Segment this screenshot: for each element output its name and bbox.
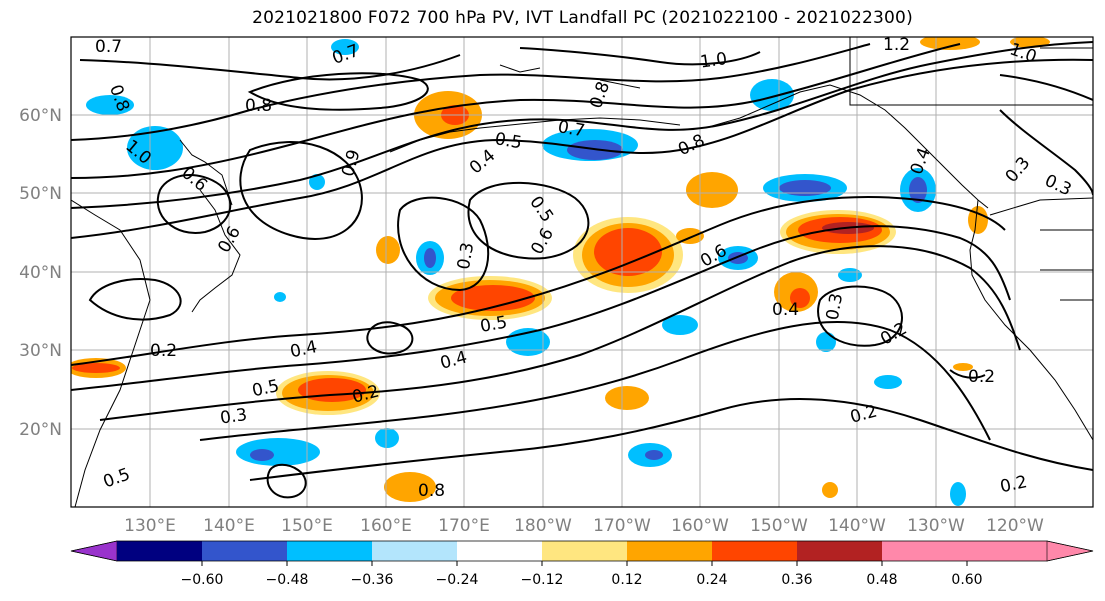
colorbar-segment <box>882 541 967 561</box>
longitude-label: 160°W <box>671 516 729 536</box>
contour-label: 0.2 <box>968 367 995 387</box>
longitude-label: 160°E <box>360 516 412 536</box>
longitude-axis: 130°E 140°E 150°E 160°E 170°E 180°W 170°… <box>124 516 1044 536</box>
map-title: 2021021800 F072 700 hPa PV, IVT Landfall… <box>252 8 913 28</box>
latitude-label: 50°N <box>19 184 62 204</box>
colorbar-tick-label: −0.60 <box>181 572 224 588</box>
contour-label: 0.5 <box>479 313 509 337</box>
contour-label: 0.7 <box>556 117 586 141</box>
latitude-label: 30°N <box>19 341 62 361</box>
longitude-label: 140°W <box>828 516 886 536</box>
contour-label: 0.3 <box>823 292 847 322</box>
colorbar-tick-label: 0.12 <box>611 572 642 588</box>
colorbar-segment <box>202 541 287 561</box>
longitude-label: 150°E <box>281 516 333 536</box>
contour-label: 0.8 <box>418 481 445 501</box>
colorbar-segment <box>372 541 457 561</box>
contour-label: 1.0 <box>699 49 729 73</box>
contour-label: 0.3 <box>454 241 478 271</box>
colorbar-tick-label: 0.24 <box>696 572 727 588</box>
colorbar-tick-label: 0.48 <box>866 572 897 588</box>
contour-label: 0.5 <box>493 129 523 153</box>
latitude-axis: 60°N 50°N 40°N 30°N 20°N <box>19 106 62 440</box>
colorbar-extend-min <box>70 540 118 562</box>
longitude-label: 180°W <box>514 516 572 536</box>
colorbar-segment <box>542 541 627 561</box>
colorbar-tick-label: −0.36 <box>351 572 394 588</box>
latitude-label: 60°N <box>19 106 62 126</box>
longitude-label: 120°W <box>986 516 1044 536</box>
colorbar-extend-max <box>1046 540 1094 562</box>
colorbar-segment <box>457 541 542 561</box>
contour-label: 0.7 <box>95 37 122 57</box>
colorbar-tick-label: 0.36 <box>781 572 812 588</box>
latitude-label: 20°N <box>19 420 62 440</box>
coastlines <box>71 37 1093 507</box>
longitude-label: 130°W <box>907 516 965 536</box>
longitude-label: 130°E <box>124 516 176 536</box>
colorbar: −0.60 −0.48 −0.36 −0.24 −0.12 0.12 0.24 … <box>70 540 1094 588</box>
colorbar-tick-label: −0.24 <box>436 572 479 588</box>
shading-layer <box>71 37 1050 506</box>
contour-label: 0.4 <box>772 300 799 320</box>
latitude-label: 40°N <box>19 263 62 283</box>
longitude-label: 150°W <box>750 516 808 536</box>
colorbar-tick-label: −0.48 <box>266 572 309 588</box>
colorbar-tick-label: −0.12 <box>521 572 564 588</box>
contour-label: 0.3 <box>219 405 249 429</box>
colorbar-tick-label: 0.60 <box>951 572 982 588</box>
contour-label: 0.2 <box>150 341 177 361</box>
contour-label: 0.8 <box>245 96 272 116</box>
contour-label: 1.2 <box>883 35 910 55</box>
colorbar-segment <box>797 541 882 561</box>
longitude-label: 170°E <box>438 516 490 536</box>
colorbar-segment <box>287 541 372 561</box>
longitude-label: 170°W <box>593 516 651 536</box>
longitude-label: 140°E <box>203 516 255 536</box>
colorbar-segment <box>117 541 202 561</box>
pv-contours <box>71 41 1093 499</box>
map-border <box>70 36 1094 508</box>
colorbar-segment <box>967 541 1047 561</box>
colorbar-segment <box>712 541 797 561</box>
colorbar-segment <box>627 541 712 561</box>
